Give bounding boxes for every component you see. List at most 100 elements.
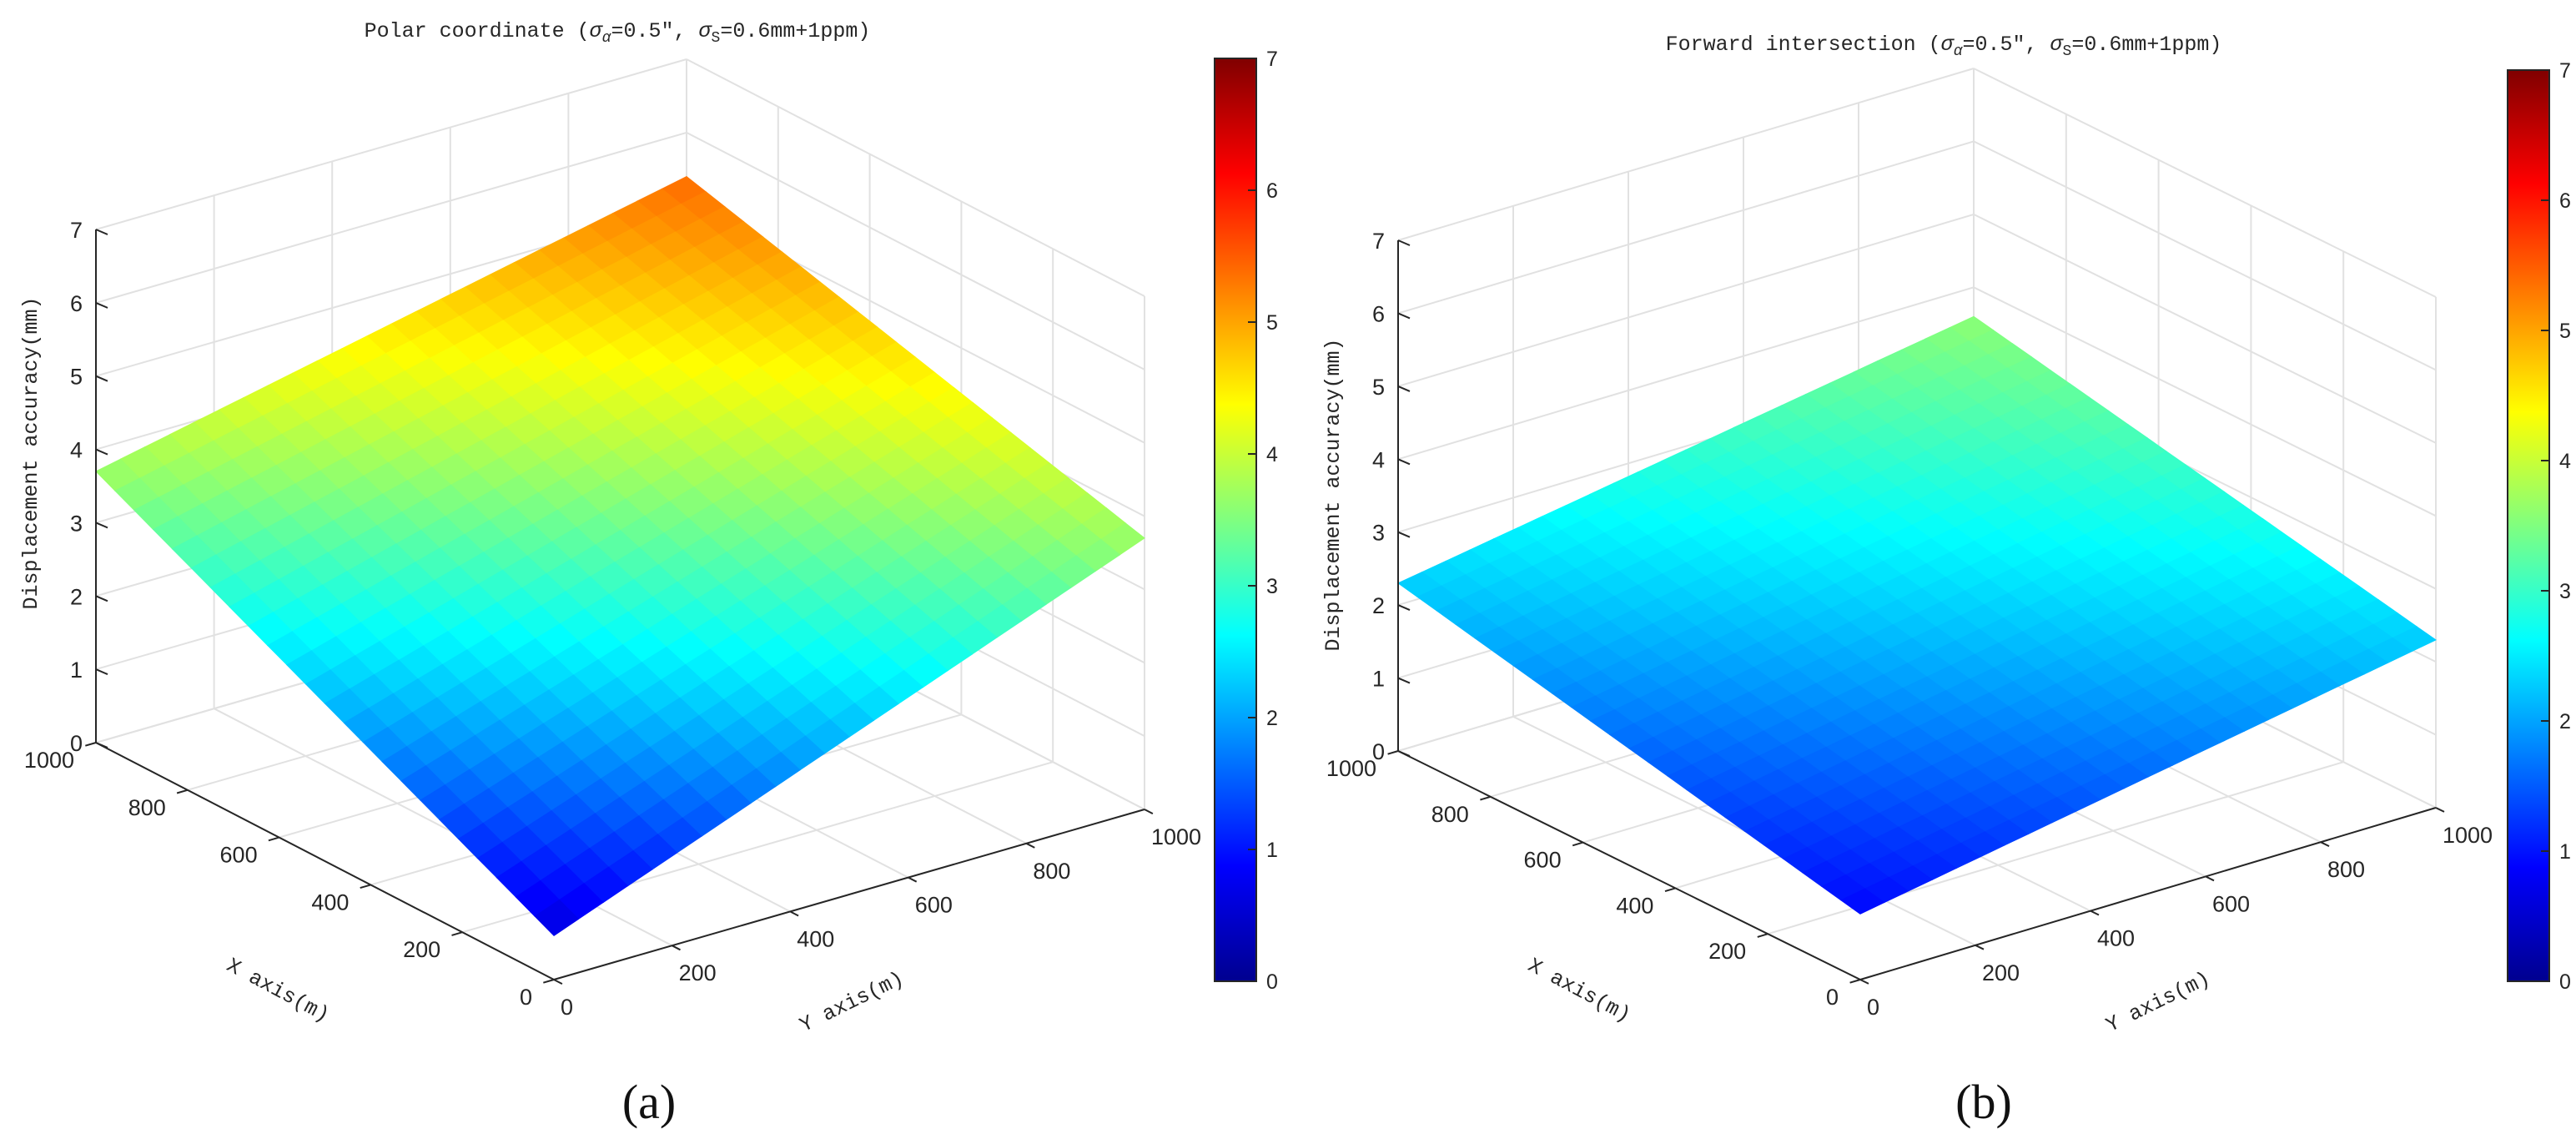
x-tick-mark <box>1480 795 1492 801</box>
panel-a-surface <box>95 176 1145 936</box>
panel-a: Polar coordinate (σα=0.5″, σS=0.6mm+1ppm… <box>19 19 1278 1129</box>
y-tick-mark <box>1025 842 1035 849</box>
y-tick-mark <box>553 979 563 985</box>
panel-a-label: (a) <box>622 1075 676 1129</box>
panel-a-axes: 0200400600800100002004006008001000012345… <box>24 218 1201 1020</box>
z-tick-mark <box>1397 385 1411 392</box>
x-tick-mark <box>543 979 555 984</box>
z-tick-label: 5 <box>70 365 83 390</box>
colorbar-tick-label: 0 <box>2559 970 2571 994</box>
x-axis-line <box>1397 750 1861 980</box>
y-axis-line <box>553 809 1145 980</box>
y-tick-label: 200 <box>1982 960 2020 985</box>
y-tick-label: 800 <box>1033 859 1070 884</box>
colorbar-tick-label: 5 <box>1266 311 1278 335</box>
z-tick-label: 0 <box>1372 739 1385 764</box>
z-tick-label: 4 <box>70 438 83 463</box>
y-tick-mark <box>2435 807 2445 813</box>
z-tick-label: 0 <box>70 731 83 756</box>
z-tick-label: 7 <box>1372 229 1385 254</box>
x-tick-mark <box>360 884 371 889</box>
surface-patch <box>1839 888 1885 915</box>
z-tick-label: 1 <box>1372 667 1385 692</box>
z-tick-label: 1 <box>70 658 83 683</box>
z-tick-mark <box>1397 750 1411 757</box>
panel-a-colorbar-frame <box>1214 58 1257 982</box>
x-tick-label: 800 <box>1431 802 1469 827</box>
colorbar-tick-label: 7 <box>2559 59 2571 83</box>
colorbar-tick-label: 5 <box>2559 320 2571 343</box>
panel-b-zlabel: Displacement accuracy(mm) <box>1321 338 1346 651</box>
y-tick-label: 400 <box>2097 926 2135 951</box>
z-tick-mark <box>1397 312 1411 320</box>
y-tick-mark <box>789 910 799 917</box>
z-tick-label: 2 <box>1372 593 1385 618</box>
panel-a-xlabel: X axis(m) <box>223 954 334 1028</box>
grid-line <box>1973 214 2437 444</box>
x-tick-label: 400 <box>1616 893 1653 918</box>
z-tick-label: 2 <box>70 584 83 609</box>
grid-line <box>1397 286 1975 461</box>
x-tick-mark <box>1849 979 1861 984</box>
surface-patch <box>534 899 580 936</box>
z-tick-label: 6 <box>70 291 83 316</box>
colorbar-tick-label: 2 <box>1266 707 1278 730</box>
y-tick-mark <box>1975 944 1985 950</box>
grid-line <box>686 58 1145 297</box>
x-tick-label: 400 <box>311 889 349 915</box>
x-tick-label: 200 <box>403 937 440 962</box>
x-tick-label: 800 <box>128 795 166 820</box>
panel-b-colorbar <box>2508 70 2549 981</box>
z-tick-mark <box>95 595 108 602</box>
panel-a-title: Polar coordinate (σα=0.5″, σS=0.6mm+1ppm… <box>365 19 871 47</box>
grid-line <box>1973 68 2437 298</box>
colorbar-tick-label: 0 <box>1266 970 1278 994</box>
x-tick-label: 1000 <box>1326 756 1376 781</box>
x-tick-label: 600 <box>1524 848 1562 873</box>
y-tick-mark <box>672 945 681 951</box>
colorbar-tick-label: 7 <box>1266 48 1278 71</box>
y-tick-label: 600 <box>2212 891 2250 916</box>
z-tick-mark <box>1397 677 1411 684</box>
grid-line <box>95 131 687 304</box>
grid-line <box>1397 140 1975 315</box>
y-tick-mark <box>2090 910 2100 916</box>
y-tick-label: 600 <box>915 893 953 918</box>
x-tick-mark <box>268 836 279 842</box>
y-tick-label: 0 <box>1867 995 1879 1020</box>
y-tick-label: 200 <box>679 960 717 985</box>
y-tick-label: 1000 <box>1151 824 1201 849</box>
x-tick-label: 0 <box>520 985 532 1010</box>
panel-b-colorbar-frame <box>2507 69 2550 982</box>
z-tick-mark <box>1397 458 1411 466</box>
z-tick-mark <box>95 301 108 309</box>
z-tick-mark <box>95 375 108 382</box>
grid-line <box>1973 286 2437 517</box>
y-tick-label: 800 <box>2327 857 2365 882</box>
colorbar-tick-label: 1 <box>2559 840 2571 864</box>
colorbar-tick-label: 4 <box>1266 443 1278 466</box>
colorbar-tick-label: 3 <box>2559 580 2571 603</box>
z-tick-mark <box>1397 604 1411 612</box>
grid-line <box>686 132 1145 370</box>
x-tick-mark <box>1664 887 1676 893</box>
panel-b-label: (b) <box>1955 1075 2012 1129</box>
panel-b-title: Forward intersection (σα=0.5″, σS=0.6mm+… <box>1666 33 2222 60</box>
z-tick-label: 6 <box>1372 301 1385 326</box>
y-tick-mark <box>2320 841 2330 847</box>
grid-line <box>1973 140 2437 371</box>
x-tick-mark <box>1572 841 1583 847</box>
z-tick-mark <box>1397 531 1411 538</box>
grid-line <box>1397 213 1975 387</box>
x-tick-mark <box>1757 933 1768 938</box>
colorbar-tick-label: 6 <box>1266 179 1278 203</box>
x-tick-mark <box>1387 750 1399 755</box>
z-tick-mark <box>95 522 108 529</box>
panel-b: Forward intersection (σα=0.5″, σS=0.6mm+… <box>1321 33 2571 1129</box>
z-tick-mark <box>95 668 108 676</box>
panel-b-axes: 0200400600800100002004006008001000012345… <box>1326 229 2493 1020</box>
z-tick-label: 3 <box>1372 521 1385 546</box>
x-tick-mark <box>176 789 189 794</box>
z-tick-label: 4 <box>1372 447 1385 472</box>
